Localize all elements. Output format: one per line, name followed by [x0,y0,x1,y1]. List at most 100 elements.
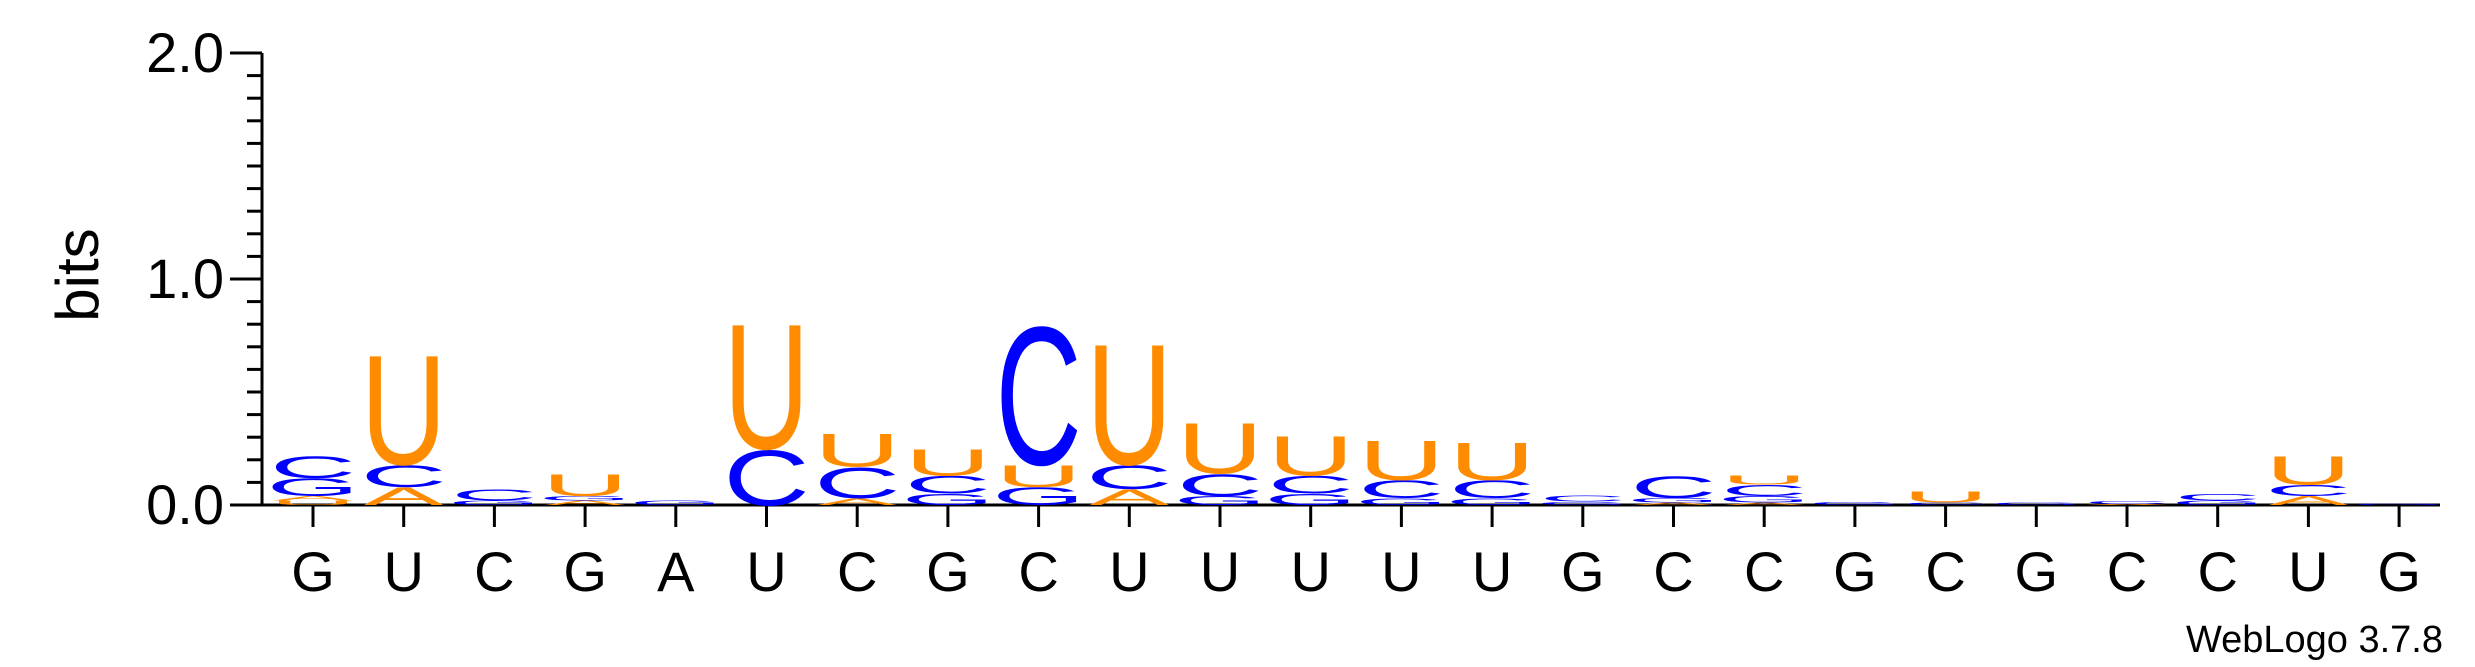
x-tick-label: C [1018,540,1058,603]
logo-column: G [1990,502,2083,505]
logo-column: CU [1902,489,1988,507]
logo-column: G [629,499,722,506]
logo-letter-C: C [2175,492,2261,503]
x-tick-label: A [657,540,695,603]
logo-letter-U: U [1902,489,1988,507]
logo-letter-G: G [1808,501,1901,506]
x-tick-label: U [1109,540,1149,603]
logo-column: GCU [1355,429,1448,507]
logo-column: ACU [814,425,900,508]
logo-column: ACU [1086,310,1172,510]
y-tick-label: 0.0 [146,473,224,536]
logo-letter-G: G [448,499,541,506]
logo-letter-G: G [1990,502,2083,505]
logo-letter-A: A [1089,485,1170,510]
logo-column: GCU [1264,424,1357,508]
logo-letter-A: A [364,483,444,511]
logo-letter-A: A [2269,494,2349,508]
y-axis: 0.0 1.0 2.0 [146,21,264,536]
logo-letter-G: G [992,483,1085,511]
logo-letter-U: U [1721,473,1807,487]
x-tick-label: U [383,540,423,603]
logo-letter-G: G [1446,496,1539,507]
x-tick-label: U [1200,540,1240,603]
logo-column: GCU [1174,408,1267,507]
logo-letter-U: U [1358,429,1444,492]
logo-letter-C: C [361,459,447,494]
logo-letter-U: U [814,425,900,477]
logo-column: AGC [1627,470,1720,506]
logo-letter-U: U [2265,448,2351,494]
y-tick-label: 2.0 [146,21,224,84]
logo-column: GC [448,486,541,506]
logo-letter-U: U [542,468,628,503]
logo-letter-A: A [273,495,353,502]
logo-letter-C: C [1902,502,1988,505]
logo-letter-C: C [1177,468,1263,503]
logo-letter-C: C [1086,458,1172,497]
logo-letter-C: C [905,471,991,499]
logo-letter-C: C [723,435,809,522]
x-tick-label: C [2197,540,2237,603]
logo-letter-G: G [2353,504,2446,506]
logo-letter-U: U [1449,432,1535,492]
y-tick-label: 1.0 [146,247,224,310]
logo-column: G [1808,501,1901,506]
x-tick-label: U [746,540,786,603]
logo-letter-G: G [901,491,994,509]
logo-letter-G: G [1718,494,1811,505]
logo-letter-C: C [270,449,356,484]
x-tick-label: U [1472,540,1512,603]
logo-column: CU [723,287,809,522]
x-tick-label: G [926,540,970,603]
x-tick-label: U [2288,540,2328,603]
logo-letter-C: C [814,459,900,508]
logo-letter-A: A [2087,504,2168,506]
logo-letter-U: U [905,442,991,484]
logo-letter-C: C [2265,482,2351,500]
logo-letter-G: G [1536,501,1629,506]
logo-letter-A: A [817,496,897,507]
x-tick-label: G [2015,540,2059,603]
logo-letter-G: G [629,499,722,506]
logo-letter-U: U [995,459,1081,494]
logo-column: ACU [361,323,447,511]
x-tick-label: G [563,540,607,603]
logo-letter-G: G [1627,497,1720,504]
logo-column: AC [2084,500,2170,506]
x-tick-label: C [837,540,877,603]
logo-letter-C: C [1721,482,1807,500]
logo-letter-G: G [1174,494,1267,508]
logo-column: GC [2171,492,2264,506]
x-tick-label: G [291,540,335,603]
y-axis-label: bits [44,228,111,321]
x-tick-label: G [1561,540,1605,603]
logo-column: GC [1536,494,1629,506]
logo-letter-G: G [2171,499,2264,506]
logo-letter-A: A [545,499,625,506]
logo-letter-C: C [1268,471,1354,499]
logo-letter-G: G [539,495,632,502]
logo-letter-U: U [723,287,809,487]
logo-column: AGU [539,468,632,507]
weblogo-watermark: WebLogo 3.7.8 [2186,619,2443,661]
logo-letter-C: C [995,285,1081,507]
x-tick-label: U [1381,540,1421,603]
logo-letter-A: A [1724,502,1805,505]
logo-letter-C: C [451,486,537,504]
logo-column: GCU [1446,432,1539,507]
logo-letter-U: U [270,499,356,506]
logo-letter-G: G [1264,491,1357,509]
logo-column: G [2353,504,2446,506]
logo-letter-C: C [1630,470,1716,505]
x-tick-label: G [1833,540,1877,603]
logo-letter-C: C [2084,500,2170,505]
x-tick-label: C [1925,540,1965,603]
x-tick-label: U [1290,540,1330,603]
logo-letter-C: C [1540,494,1626,503]
x-tick-label: C [1744,540,1784,603]
